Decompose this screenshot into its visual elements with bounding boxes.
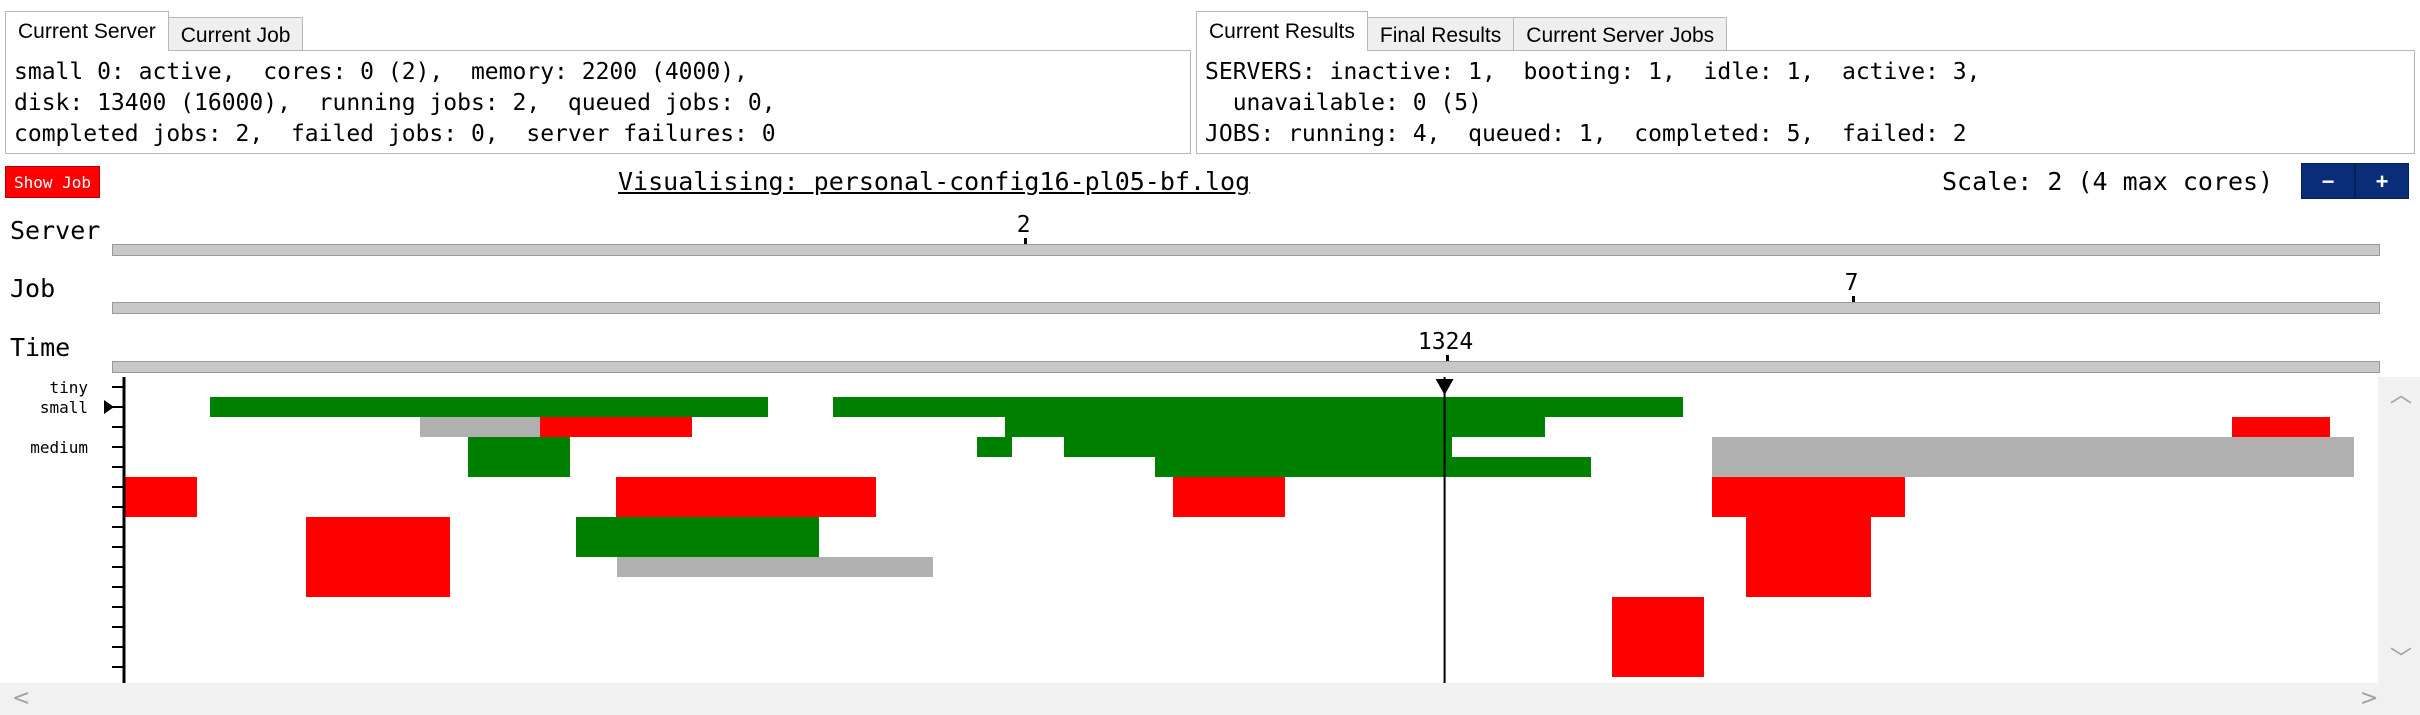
job-bar-queued[interactable] xyxy=(617,557,933,577)
selected-server-icon xyxy=(104,400,114,414)
job-bar-running[interactable] xyxy=(1452,457,1591,477)
time-slider-track[interactable] xyxy=(112,361,2380,373)
horizontal-scrollbar[interactable]: < > xyxy=(0,683,2420,715)
server-slider-value: 2 xyxy=(1016,212,1031,238)
left-tab-bar: Current Server Current Job xyxy=(5,11,304,53)
job-bar-running[interactable] xyxy=(576,517,819,557)
tab-current-server[interactable]: Current Server xyxy=(5,11,169,53)
show-job-button[interactable]: Show Job xyxy=(5,166,100,198)
server-label: small xyxy=(40,398,88,417)
server-info-line-2: disk: 13400 (16000), running jobs: 2, qu… xyxy=(14,90,776,116)
tab-current-results[interactable]: Current Results xyxy=(1196,11,1368,53)
scroll-up-icon[interactable]: ︿ xyxy=(2390,383,2413,408)
job-bar-running[interactable] xyxy=(833,397,1683,417)
server-slider-label: Server xyxy=(10,216,101,245)
job-slider-track[interactable] xyxy=(112,302,2380,314)
job-bar-running[interactable] xyxy=(1005,417,1545,437)
results-info-line-1: SERVERS: inactive: 1, booting: 1, idle: … xyxy=(1205,59,1981,85)
job-bar-queued[interactable] xyxy=(420,417,540,437)
right-tab-bar: Current Results Final Results Current Se… xyxy=(1196,11,1728,53)
time-slider-value: 1324 xyxy=(1417,329,1474,355)
scale-label: Scale: 2 (4 max cores) xyxy=(1942,167,2274,196)
job-bar-running[interactable] xyxy=(1155,457,1452,477)
visualising-title: Visualising: personal-config16-pl05-bf.l… xyxy=(618,167,1251,196)
tab-final-results[interactable]: Final Results xyxy=(1366,17,1515,51)
job-bar-failed[interactable] xyxy=(1612,597,1704,677)
server-label: medium xyxy=(30,438,88,457)
job-bar-running[interactable] xyxy=(468,437,570,477)
job-bar-failed[interactable] xyxy=(306,517,450,597)
vertical-scrollbar[interactable]: ︿ ﹀ xyxy=(2378,377,2420,683)
server-label: tiny xyxy=(49,378,88,397)
zoom-in-button[interactable]: + xyxy=(2355,163,2409,199)
time-marker-icon xyxy=(1435,379,1454,395)
server-info-line-1: small 0: active, cores: 0 (2), memory: 2… xyxy=(14,59,748,85)
current-results-panel: SERVERS: inactive: 1, booting: 1, idle: … xyxy=(1196,50,2415,154)
job-bar-failed[interactable] xyxy=(125,477,197,517)
server-axis xyxy=(112,377,126,683)
job-bar-queued[interactable] xyxy=(1712,437,2354,477)
results-info-line-3: JOBS: running: 4, queued: 1, completed: … xyxy=(1205,121,1967,147)
server-slider-track[interactable] xyxy=(112,244,2380,256)
scroll-left-icon[interactable]: < xyxy=(12,686,31,711)
job-bar-running[interactable] xyxy=(210,397,768,417)
job-slider-value: 7 xyxy=(1844,270,1859,296)
results-info-line-2: unavailable: 0 (5) xyxy=(1205,90,1482,116)
job-bar-failed[interactable] xyxy=(2232,417,2330,437)
zoom-out-button[interactable]: − xyxy=(2301,163,2355,199)
job-bar-failed[interactable] xyxy=(1712,477,1905,517)
job-bar-running[interactable] xyxy=(977,437,1012,457)
tab-current-server-jobs[interactable]: Current Server Jobs xyxy=(1513,17,1728,51)
job-bars xyxy=(125,397,2354,677)
current-time-marker xyxy=(1435,377,1454,683)
time-slider-label: Time xyxy=(10,333,71,362)
job-bar-failed[interactable] xyxy=(616,477,876,517)
scroll-right-icon[interactable]: > xyxy=(2360,686,2379,711)
job-bar-running[interactable] xyxy=(1064,437,1452,457)
job-slider-label: Job xyxy=(10,274,56,303)
server-info-line-3: completed jobs: 2, failed jobs: 0, serve… xyxy=(14,121,776,147)
job-bar-failed[interactable] xyxy=(540,417,692,437)
current-server-panel: small 0: active, cores: 0 (2), memory: 2… xyxy=(5,50,1191,154)
job-bar-failed[interactable] xyxy=(1746,517,1871,597)
scroll-down-icon[interactable]: ﹀ xyxy=(2390,647,2413,672)
job-bar-failed[interactable] xyxy=(1173,477,1285,517)
tab-current-job[interactable]: Current Job xyxy=(167,17,304,51)
